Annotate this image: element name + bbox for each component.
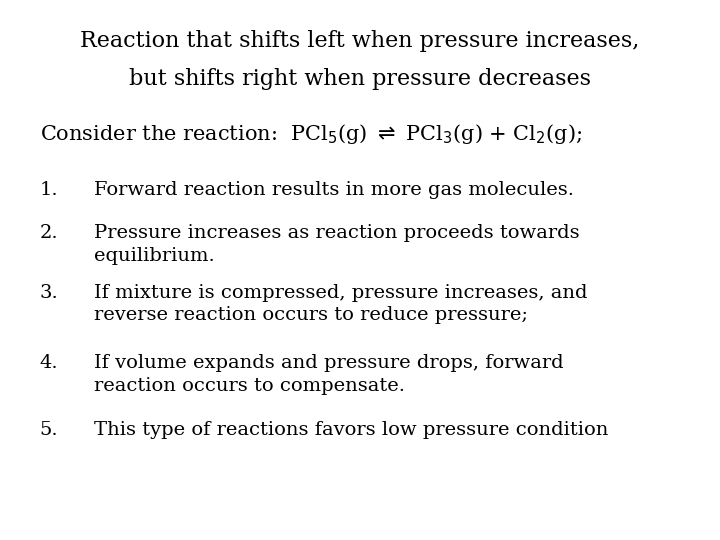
Text: 2.: 2. [40,224,58,242]
Text: 4.: 4. [40,354,58,372]
Text: Pressure increases as reaction proceeds towards
equilibrium.: Pressure increases as reaction proceeds … [94,224,579,265]
Text: Consider the reaction:  PCl$_5$(g) $\rightleftharpoons$ PCl$_3$(g) + Cl$_2$(g);: Consider the reaction: PCl$_5$(g) $\righ… [40,122,582,145]
Text: 5.: 5. [40,421,58,439]
Text: 3.: 3. [40,284,58,301]
Text: This type of reactions favors low pressure condition: This type of reactions favors low pressu… [94,421,608,439]
Text: If mixture is compressed, pressure increases, and
reverse reaction occurs to red: If mixture is compressed, pressure incre… [94,284,587,325]
Text: Reaction that shifts left when pressure increases,: Reaction that shifts left when pressure … [81,30,639,52]
Text: Forward reaction results in more gas molecules.: Forward reaction results in more gas mol… [94,181,574,199]
Text: If volume expands and pressure drops, forward
reaction occurs to compensate.: If volume expands and pressure drops, fo… [94,354,563,395]
Text: but shifts right when pressure decreases: but shifts right when pressure decreases [129,68,591,90]
Text: 1.: 1. [40,181,58,199]
